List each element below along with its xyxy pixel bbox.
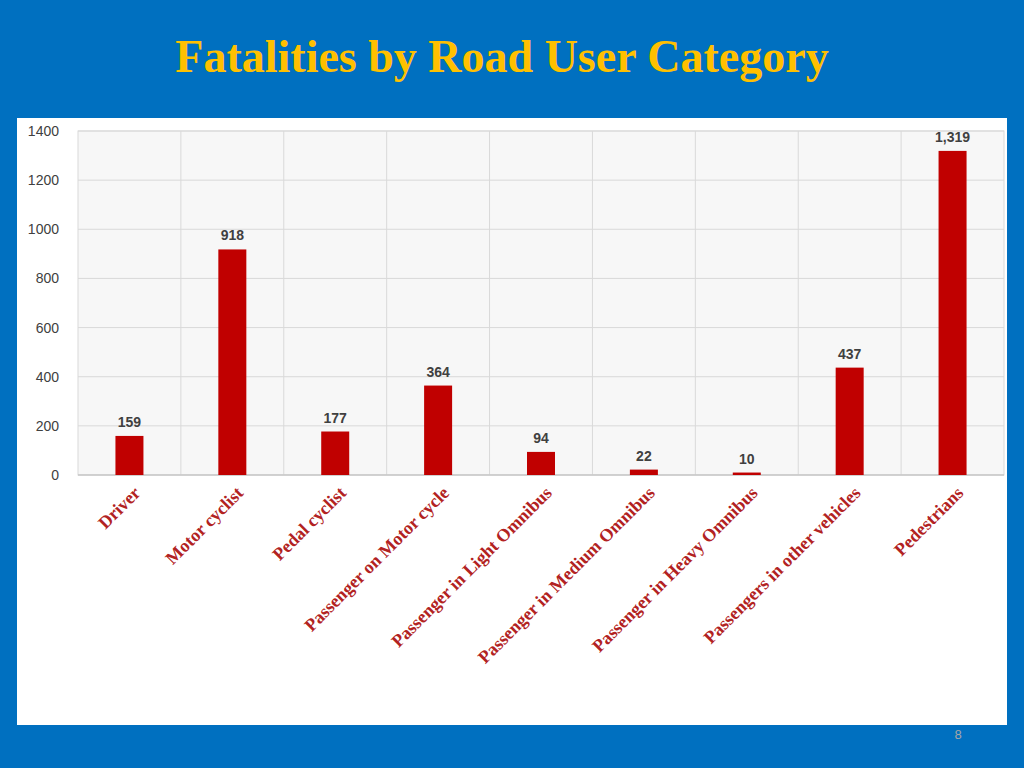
chart-panel <box>17 118 1007 725</box>
bars <box>115 151 966 475</box>
bar <box>836 368 864 475</box>
background <box>0 0 1024 768</box>
y-tick-label: 1400 <box>28 123 59 139</box>
bar <box>424 386 452 475</box>
data-label: 10 <box>739 451 755 467</box>
data-label: 364 <box>426 364 450 380</box>
grid-line <box>78 229 1004 230</box>
grid-line <box>78 131 1004 132</box>
y-tick-label: 600 <box>36 320 60 336</box>
grid-line-vertical <box>798 131 799 475</box>
x-tick-label: Passenger in Light Omnibus <box>387 483 555 651</box>
data-label: 159 <box>118 414 142 430</box>
grid-line <box>78 425 1004 426</box>
grid-line-vertical <box>180 131 181 475</box>
x-tick-label: Motor cyclist <box>162 483 248 569</box>
grid-line-vertical <box>283 131 284 475</box>
x-tick-label: Pedal cyclist <box>268 483 350 565</box>
y-tick-label: 400 <box>36 369 60 385</box>
data-label: 1,319 <box>935 129 970 145</box>
bar <box>321 432 349 475</box>
plot-area <box>78 131 1004 475</box>
data-label: 94 <box>533 430 549 446</box>
y-tick-label: 0 <box>51 467 59 483</box>
y-tick-label: 800 <box>36 270 60 286</box>
grid-line <box>78 376 1004 377</box>
bar <box>733 473 761 475</box>
grid-line-vertical <box>695 131 696 475</box>
slide: Fatalities by Road User Category 0 200 400 6… <box>0 0 1024 768</box>
grid-line <box>78 327 1004 328</box>
grid-line-vertical <box>592 131 593 475</box>
bar <box>939 151 967 475</box>
x-tick-label: Driver <box>94 483 144 533</box>
data-label: 22 <box>636 448 652 464</box>
y-tick-label: 1000 <box>28 221 59 237</box>
data-label: 437 <box>838 346 862 362</box>
title: Fatalities by Road User Category <box>175 31 828 82</box>
grid-line <box>78 180 1004 181</box>
bar <box>527 452 555 475</box>
x-tick-label: Passengers in other vehicles <box>700 483 865 648</box>
bar <box>630 470 658 475</box>
grid-line <box>78 278 1004 279</box>
grid-line-vertical <box>489 131 490 475</box>
page-number: 8 <box>954 727 961 742</box>
grid-line-vertical <box>901 131 902 475</box>
bar <box>115 436 143 475</box>
y-tick-label: 200 <box>36 418 60 434</box>
bar <box>218 249 246 475</box>
data-label: 918 <box>221 227 245 243</box>
data-label: 177 <box>324 410 348 426</box>
y-tick-label: 1200 <box>28 172 59 188</box>
x-tick-label: Passenger in Medium Omnibus <box>474 483 659 668</box>
x-tick-label: Pedestrians <box>890 483 967 560</box>
x-tick-label: Passenger in Heavy Omnibus <box>588 483 761 656</box>
grid-line-vertical <box>386 131 387 475</box>
